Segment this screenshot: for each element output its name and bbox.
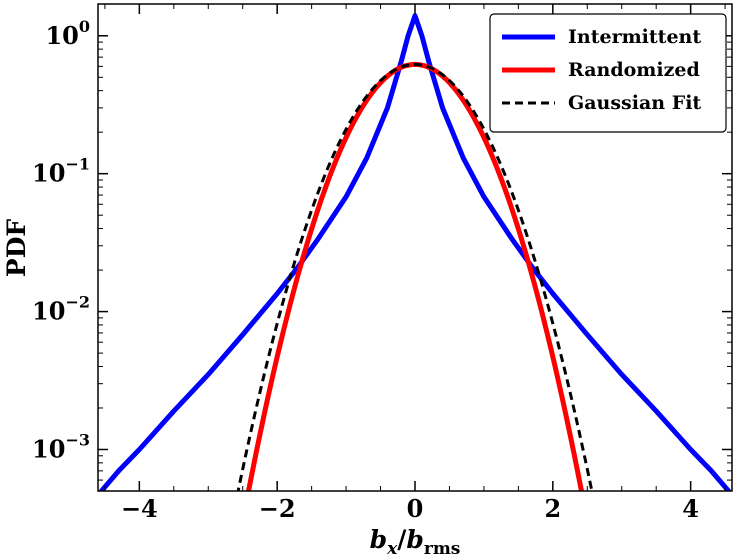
y-axis-label: PDF <box>2 219 31 277</box>
x-tick-label: −4 <box>121 494 158 523</box>
legend-label-intermittent: Intermittent <box>568 26 701 48</box>
x-tick-label: −2 <box>259 494 296 523</box>
legend-label-gaussian-fit: Gaussian Fit <box>568 92 701 114</box>
y-tick-label: 10−1 <box>32 155 90 188</box>
series-layer <box>98 13 732 491</box>
tick-layer: −4 −2 0 2 4 100 10−1 10−2 10−3 <box>32 4 732 523</box>
legend-label-randomized: Randomized <box>568 59 700 81</box>
y-tick-label: 100 <box>45 17 90 50</box>
x-axis-label: bx/brms <box>370 525 461 559</box>
series-line-gaussian-fit <box>236 62 594 491</box>
x-tick-label: 2 <box>544 494 561 523</box>
series-line-intermittent <box>98 13 732 491</box>
x-tick-label: 0 <box>407 494 424 523</box>
legend: Intermittent Randomized Gaussian Fit <box>489 13 727 133</box>
y-tick-label: 10−3 <box>32 430 90 463</box>
y-tick-label: 10−2 <box>32 293 90 326</box>
x-tick-label: 4 <box>682 494 699 523</box>
